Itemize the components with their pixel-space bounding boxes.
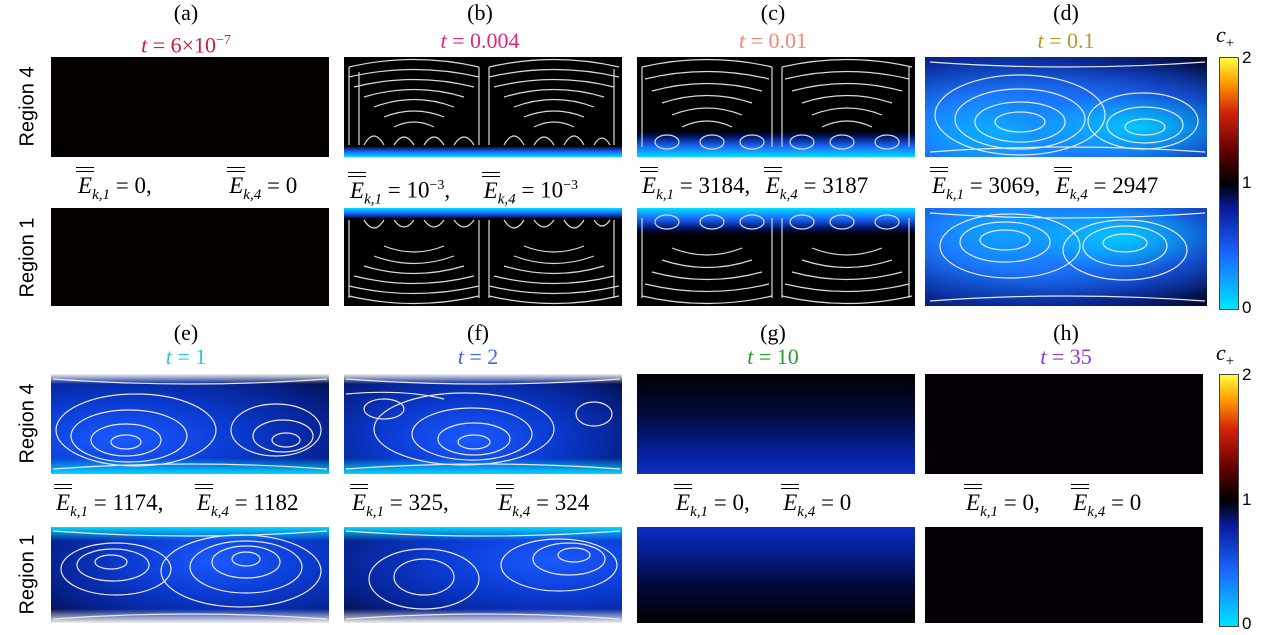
colorbar-tick-0-row2: 0 — [1242, 614, 1252, 633]
colorbar-tick-2-row1: 2 — [1242, 48, 1252, 67]
streamlines-f1 — [345, 530, 621, 620]
time-label-c: t = 0.01 — [738, 28, 808, 53]
plot-d-region1 — [925, 208, 1207, 306]
colorbar-title-row2: c+ — [1216, 340, 1235, 370]
colorbar-tick-1-row1: 1 — [1242, 173, 1252, 192]
time-label-g: t = 10 — [747, 344, 799, 369]
streamlines-c4 — [641, 58, 913, 150]
streamlines-b4 — [348, 58, 620, 146]
plot-a-region4 — [51, 57, 329, 157]
plot-d-region4 — [925, 57, 1207, 157]
energy-label-h: Ek,1 = 0, Ek,4 = 0 — [963, 484, 1142, 520]
colorbar-row2 — [1219, 374, 1239, 627]
energy-label-d: Ek,1 = 3069, Ek,4 = 2947 — [929, 167, 1159, 203]
region-label-bottom-row1: Region 1 — [16, 217, 39, 298]
plot-f-region1 — [344, 527, 622, 623]
panel-label-c: (c) — [760, 0, 786, 25]
streamlines-d4 — [929, 61, 1206, 156]
streamlines-b1 — [348, 219, 620, 305]
time-label-a: t = 6×10−7 — [141, 32, 231, 58]
plot-a-region1 — [51, 208, 329, 306]
region-label-top-row2: Region 4 — [16, 383, 39, 464]
plot-h-region4 — [925, 374, 1203, 474]
plot-c-region1 — [637, 208, 915, 306]
streamlines-f4 — [345, 378, 621, 470]
panel-label-b: (b) — [467, 0, 493, 25]
panel-label-f: (f) — [467, 320, 489, 345]
panel-label-e: (e) — [173, 320, 199, 345]
streamlines-c1 — [641, 214, 913, 305]
energy-label-a: Ek,1 = 0, Ek,4 = 0 — [75, 167, 298, 203]
panel-label-d: (d) — [1053, 0, 1079, 25]
plot-b-region1 — [344, 208, 622, 306]
streamlines-e4 — [52, 378, 328, 470]
time-label-f: t = 2 — [457, 344, 499, 369]
colorbar-row1 — [1219, 57, 1239, 310]
plot-h-region1 — [925, 527, 1203, 623]
energy-label-e: Ek,1 = 1174, Ek,4 = 1182 — [53, 484, 299, 520]
colorbar-tick-1-row2: 1 — [1242, 490, 1252, 509]
streamlines-e1 — [52, 530, 328, 620]
panel-label-a: (a) — [173, 0, 199, 25]
time-label-b: t = 0.004 — [440, 28, 520, 53]
plot-g-region4 — [637, 374, 915, 474]
plot-c-region4 — [637, 57, 915, 157]
plot-e-region1 — [51, 527, 329, 623]
colorbar-title-row1: c+ — [1216, 22, 1235, 52]
energy-label-b: Ek,1 = 10−3, Ek,4 = 10−3 — [347, 171, 578, 208]
panel-label-h: (h) — [1053, 320, 1079, 345]
energy-label-c: Ek,1 = 3184, Ek,4 = 3187 — [639, 167, 869, 203]
region-label-bottom-row2: Region 1 — [16, 534, 39, 615]
time-label-d: t = 0.1 — [1037, 28, 1095, 53]
colorbar-tick-0-row1: 0 — [1242, 298, 1252, 317]
streamlines-d1 — [929, 212, 1206, 302]
region-label-top-row1: Region 4 — [16, 66, 39, 147]
time-label-e: t = 1 — [165, 344, 207, 369]
plot-f-region4 — [344, 374, 622, 474]
time-label-h: t = 35 — [1040, 344, 1092, 369]
energy-label-f: Ek,1 = 325, Ek,4 = 324 — [349, 484, 590, 520]
plot-b-region4 — [344, 57, 622, 157]
panel-label-g: (g) — [760, 320, 786, 345]
plot-e-region4 — [51, 374, 329, 474]
colorbar-tick-2-row2: 2 — [1242, 365, 1252, 384]
plot-g-region1 — [637, 527, 915, 623]
energy-label-g: Ek,1 = 0, Ek,4 = 0 — [673, 484, 852, 520]
